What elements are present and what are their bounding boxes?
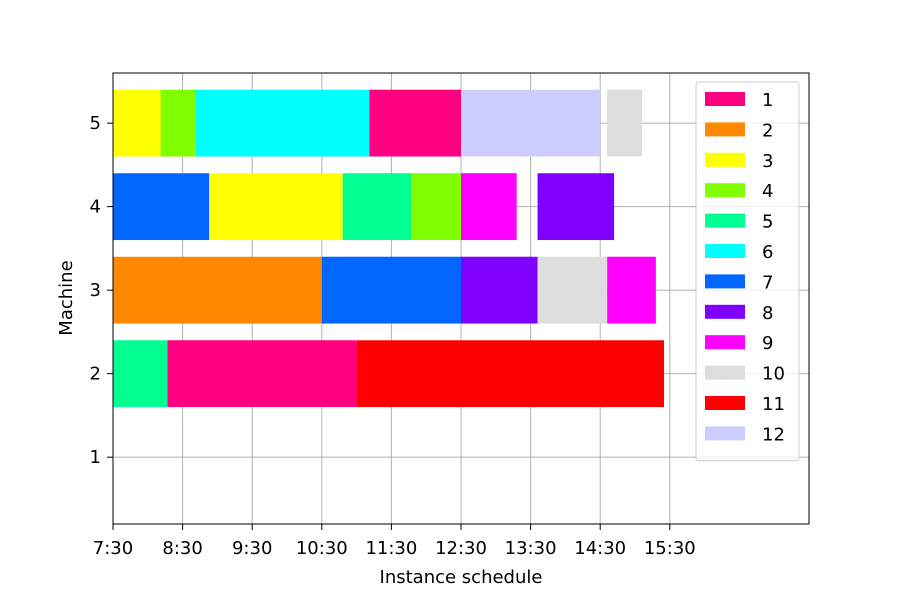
x-tick-label: 9:30	[232, 538, 272, 559]
legend-label: 3	[762, 151, 773, 172]
legend-label: 1	[762, 90, 773, 111]
y-tick-label: 2	[90, 364, 101, 385]
x-tick-label: 8:30	[162, 538, 202, 559]
legend-label: 12	[762, 424, 785, 445]
task-bar-job-8	[461, 256, 538, 324]
legend-label: 5	[762, 212, 773, 233]
task-bar-job-3	[113, 89, 161, 157]
task-bar-job-5	[113, 340, 168, 408]
task-bar-job-7	[321, 256, 461, 324]
task-bar-job-11	[356, 340, 664, 408]
x-ticks: 7:30 8:30 9:30 10:30 11:30 12:30 13:30 14:30 15:…	[93, 524, 696, 559]
legend-swatch-4	[705, 183, 745, 198]
legend-label: 8	[762, 303, 773, 324]
legend-label: 4	[762, 181, 773, 202]
legend-swatch-7	[705, 274, 745, 289]
legend-label: 11	[762, 394, 785, 415]
legend-label: 6	[762, 242, 773, 263]
task-bar-job-3	[209, 173, 343, 241]
x-tick-label: 11:30	[365, 538, 417, 559]
x-axis-label: Instance schedule	[380, 567, 543, 588]
task-bar-job-9	[607, 256, 656, 324]
y-ticks: 1 2 3 4 5	[90, 113, 113, 468]
x-tick-label: 10:30	[296, 538, 348, 559]
legend-swatch-5	[705, 213, 745, 228]
legend-swatch-11	[705, 396, 745, 410]
legend-label: 10	[762, 364, 785, 385]
y-tick-label: 4	[90, 197, 101, 218]
legend-label: 7	[762, 272, 773, 293]
task-bar-job-2	[113, 256, 322, 324]
legend-swatch-10	[705, 365, 745, 380]
legend-swatch-6	[705, 244, 745, 258]
y-tick-label: 1	[90, 447, 101, 468]
legend-swatch-3	[705, 152, 745, 167]
legend-swatch-12	[705, 426, 745, 441]
task-bar-job-6	[195, 89, 370, 157]
legend-label: 9	[762, 333, 773, 354]
task-bar-job-1	[369, 89, 461, 157]
task-bar-job-10	[537, 256, 608, 324]
x-tick-label: 7:30	[93, 538, 133, 559]
legend-swatch-8	[705, 304, 745, 319]
task-bar-job-8	[537, 173, 615, 241]
legend-swatch-2	[705, 122, 745, 137]
x-tick-label: 13:30	[505, 538, 557, 559]
task-bar-job-9	[461, 173, 517, 241]
legend-swatch-9	[705, 335, 745, 350]
task-bar-job-1	[167, 340, 357, 408]
task-bar-job-4	[160, 89, 196, 157]
task-bar-job-10	[607, 89, 642, 157]
task-bars	[113, 89, 664, 408]
task-bar-job-12	[461, 89, 601, 157]
y-tick-label: 3	[90, 280, 101, 301]
x-tick-label: 15:30	[644, 538, 696, 559]
y-tick-label: 5	[90, 113, 101, 134]
legend-label: 2	[762, 120, 773, 141]
x-tick-label: 12:30	[435, 538, 487, 559]
y-axis-label: Machine	[56, 260, 77, 335]
task-bar-job-7	[113, 173, 210, 241]
task-bar-job-5	[342, 173, 412, 241]
x-tick-label: 14:30	[574, 538, 626, 559]
legend-swatch-1	[705, 92, 745, 106]
task-bar-job-4	[411, 173, 461, 241]
